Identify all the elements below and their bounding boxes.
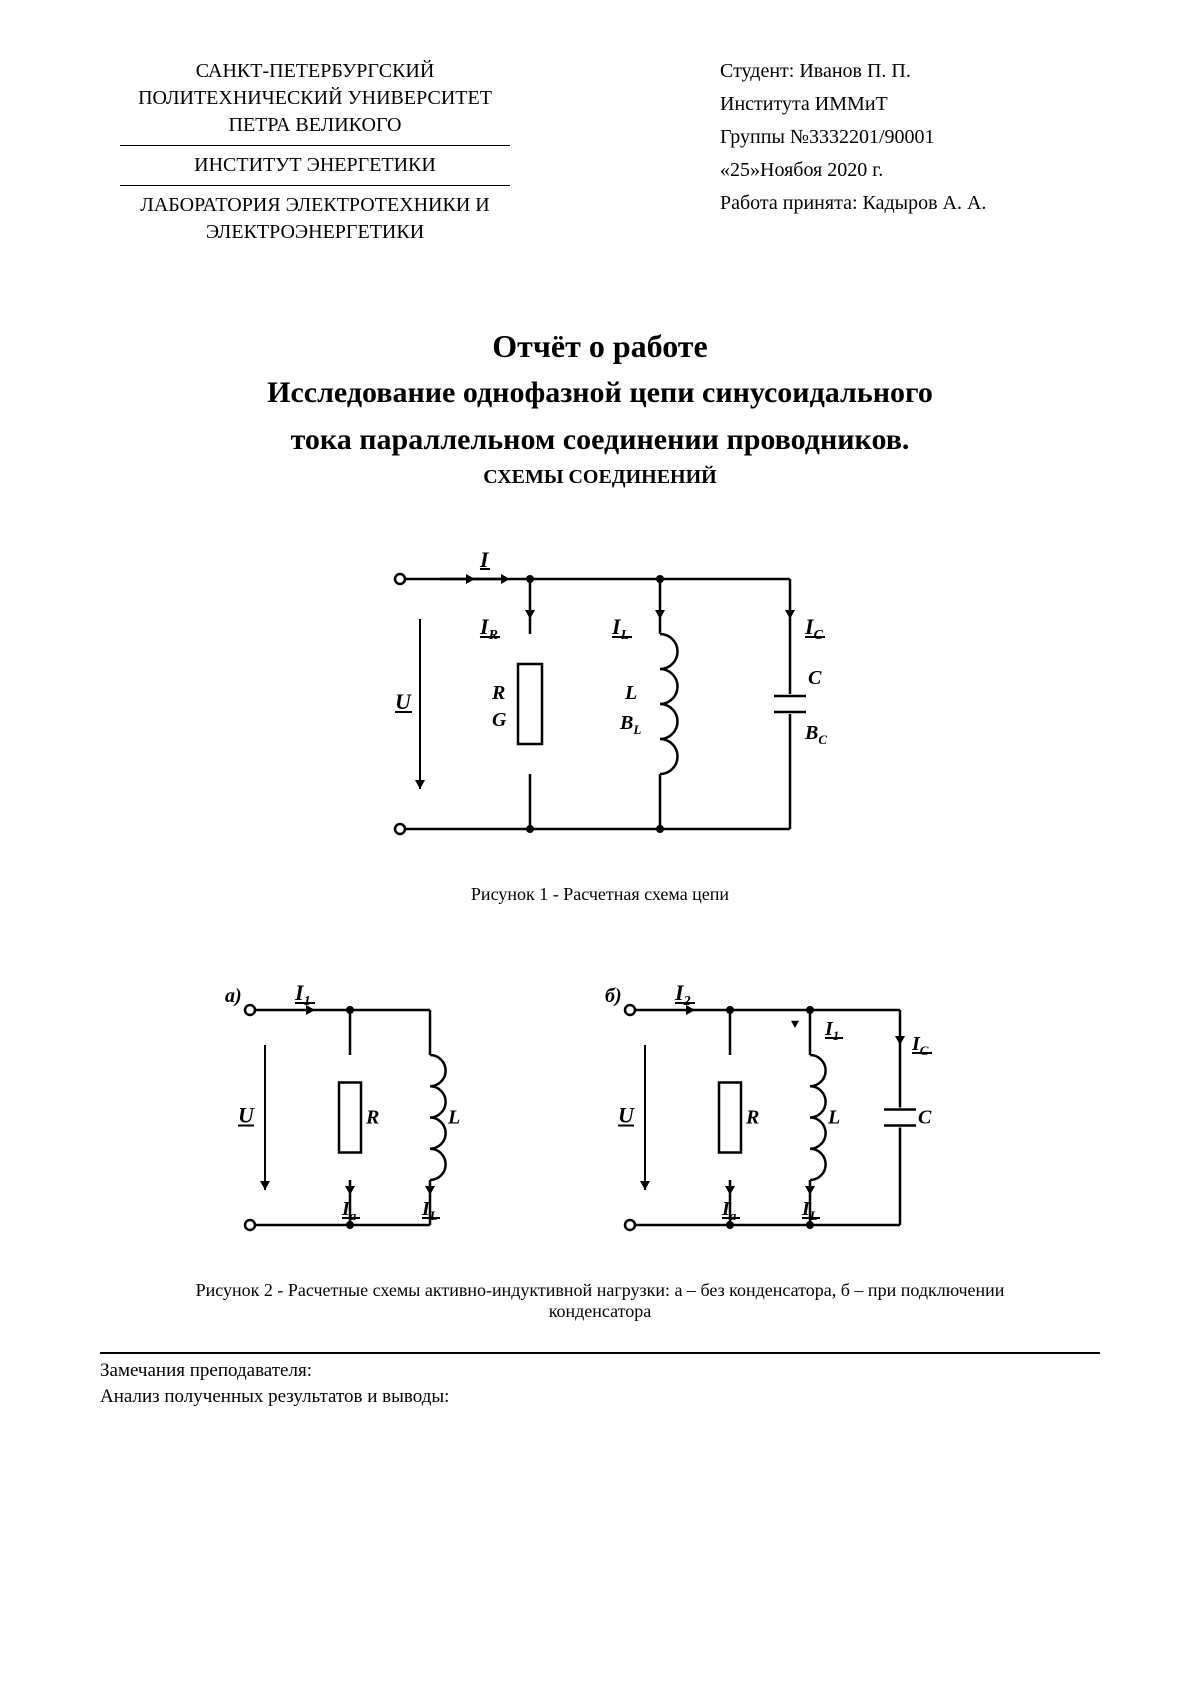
svg-text:I1: I1 xyxy=(294,980,311,1009)
svg-text:BC: BC xyxy=(804,722,827,747)
svg-text:U: U xyxy=(395,689,412,714)
header-left: САНКТ-ПЕТЕРБУРГСКИЙ ПОЛИТЕХНИЧЕСКИЙ УНИВ… xyxy=(100,60,530,248)
divider-2 xyxy=(120,185,510,186)
svg-text:L: L xyxy=(447,1107,460,1129)
svg-text:IC: IC xyxy=(911,1033,929,1058)
institute-line: ИНСТИТУТ ЭНЕРГЕТИКИ xyxy=(100,154,530,177)
svg-text:б): б) xyxy=(605,985,622,1007)
svg-text:I2: I2 xyxy=(674,980,691,1009)
lab-line2: ЭЛЕКТРОЭНЕРГЕТИКИ xyxy=(100,221,530,244)
svg-text:IL: IL xyxy=(611,614,629,643)
circuit-diagram-1: IUIRRGILLBLICCBC xyxy=(340,529,860,869)
footer-block: Замечания преподавателя: Анализ полученн… xyxy=(100,1352,1100,1408)
univ-line1: САНКТ-ПЕТЕРБУРГСКИЙ xyxy=(100,60,530,83)
svg-text:R: R xyxy=(745,1107,759,1129)
figure-2-caption: Рисунок 2 - Расчетные схемы активно-инду… xyxy=(150,1280,1050,1322)
figure-1-caption: Рисунок 1 - Расчетная схема цепи xyxy=(100,884,1100,905)
svg-text:IL: IL xyxy=(801,1198,818,1223)
title-block: Отчёт о работе Исследование однофазной ц… xyxy=(100,328,1100,489)
title-sub1: Исследование однофазной цепи синусоидаль… xyxy=(100,373,1100,414)
svg-text:I1: I1 xyxy=(824,1018,839,1043)
svg-text:Ia: Ia xyxy=(721,1198,737,1223)
svg-text:R: R xyxy=(491,682,505,704)
group-line: Группы №3332201/90001 xyxy=(720,126,1100,149)
svg-text:C: C xyxy=(918,1107,932,1129)
lab-line1: ЛАБОРАТОРИЯ ЭЛЕКТРОТЕХНИКИ И xyxy=(100,194,530,217)
institute-right: Института ИММиТ xyxy=(720,93,1100,116)
figure-2: I1 а) U R Ia L IL I2 б) U R Ia L IL I1 C IC Рисунок 2 - … xyxy=(100,965,1100,1322)
svg-text:L: L xyxy=(827,1107,840,1129)
svg-text:U: U xyxy=(618,1103,635,1128)
accepted-line: Работа принята: Кадыров А. А. xyxy=(720,192,1100,215)
footer-divider xyxy=(100,1352,1100,1354)
svg-text:а): а) xyxy=(225,985,242,1007)
svg-text:Ia: Ia xyxy=(341,1198,357,1223)
header-right: Студент: Иванов П. П. Института ИММиТ Гр… xyxy=(720,60,1100,248)
svg-text:L: L xyxy=(624,682,637,704)
svg-text:G: G xyxy=(492,709,507,731)
date-line: «25»Ноябоя 2020 г. xyxy=(720,159,1100,182)
svg-text:BL: BL xyxy=(619,712,641,737)
student-line: Студент: Иванов П. П. xyxy=(720,60,1100,83)
svg-text:IR: IR xyxy=(479,614,498,643)
svg-text:IC: IC xyxy=(804,614,824,643)
title-main: Отчёт о работе xyxy=(100,328,1100,365)
divider-1 xyxy=(120,145,510,146)
univ-line3: ПЕТРА ВЕЛИКОГО xyxy=(100,114,530,137)
title-section: СХЕМЫ СОЕДИНЕНИЙ xyxy=(100,466,1100,489)
univ-line2: ПОЛИТЕХНИЧЕСКИЙ УНИВЕРСИТЕТ xyxy=(100,87,530,110)
figure-1: IUIRRGILLBLICCBC Рисунок 1 - Расчетная с… xyxy=(100,529,1100,905)
circuit-diagram-2: I1 а) U R Ia L IL I2 б) U R Ia L IL I1 C IC xyxy=(200,965,1000,1265)
svg-text:C: C xyxy=(808,667,822,689)
remarks-line: Замечания преподавателя: xyxy=(100,1360,1100,1382)
svg-text:IL: IL xyxy=(421,1198,438,1223)
svg-text:R: R xyxy=(365,1107,379,1129)
svg-text:U: U xyxy=(238,1103,255,1128)
title-sub2: тока параллельном соединении проводников… xyxy=(100,420,1100,461)
analysis-line: Анализ полученных результатов и выводы: xyxy=(100,1386,1100,1408)
header: САНКТ-ПЕТЕРБУРГСКИЙ ПОЛИТЕХНИЧЕСКИЙ УНИВ… xyxy=(100,60,1100,248)
